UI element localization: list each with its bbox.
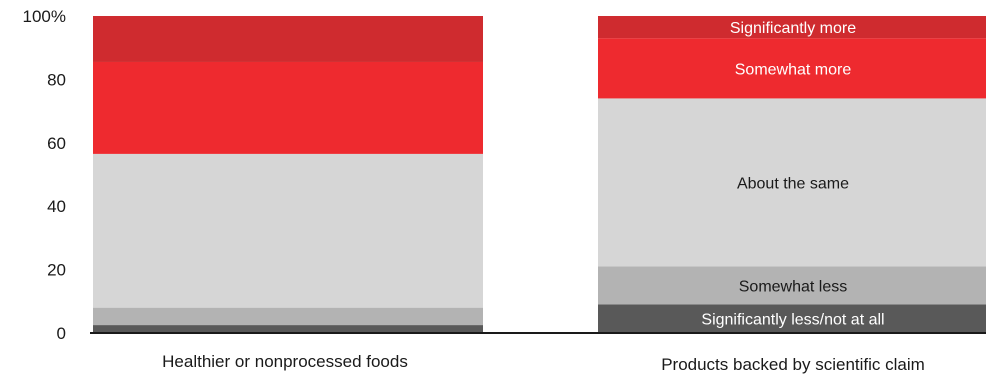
bar-segment-somewhat-less bbox=[598, 266, 986, 305]
bar-segment-significantly-less-not-at-all bbox=[93, 325, 483, 333]
bar-segment-about-the-same bbox=[598, 98, 986, 267]
segment-label: Somewhat more bbox=[735, 61, 852, 78]
segment-label: Somewhat less bbox=[739, 278, 848, 295]
segment-label: About the same bbox=[737, 175, 849, 192]
bar-segment-significantly-less-not-at-all bbox=[598, 304, 986, 333]
bars bbox=[93, 16, 986, 333]
x-axis: Healthier or nonprocessed foods Products … bbox=[162, 352, 925, 374]
bar-segment-somewhat-more bbox=[93, 61, 483, 154]
y-tick-label: 100% bbox=[23, 7, 66, 26]
y-tick-label: 0 bbox=[57, 324, 66, 343]
y-tick-label: 80 bbox=[47, 70, 66, 89]
y-tick-label: 40 bbox=[47, 197, 66, 216]
y-axis: 0 20 40 60 80 100% bbox=[23, 7, 66, 343]
bar-segment-somewhat-less bbox=[93, 307, 483, 326]
bar-segment-somewhat-more bbox=[598, 38, 986, 99]
segment-label: Significantly less/not at all bbox=[701, 312, 884, 329]
x-category-label: Products backed by scientific claim bbox=[661, 355, 925, 374]
bar-segment-significantly-more bbox=[598, 16, 986, 39]
y-tick-label: 20 bbox=[47, 261, 66, 280]
bar-segment-significantly-more bbox=[93, 16, 483, 62]
bar-segment-about-the-same bbox=[93, 153, 483, 308]
segment-label: Significantly more bbox=[730, 20, 856, 37]
segment-labels: Significantly less/not at all Somewhat le… bbox=[701, 20, 884, 329]
x-category-label: Healthier or nonprocessed foods bbox=[162, 352, 408, 371]
y-tick-label: 60 bbox=[47, 134, 66, 153]
